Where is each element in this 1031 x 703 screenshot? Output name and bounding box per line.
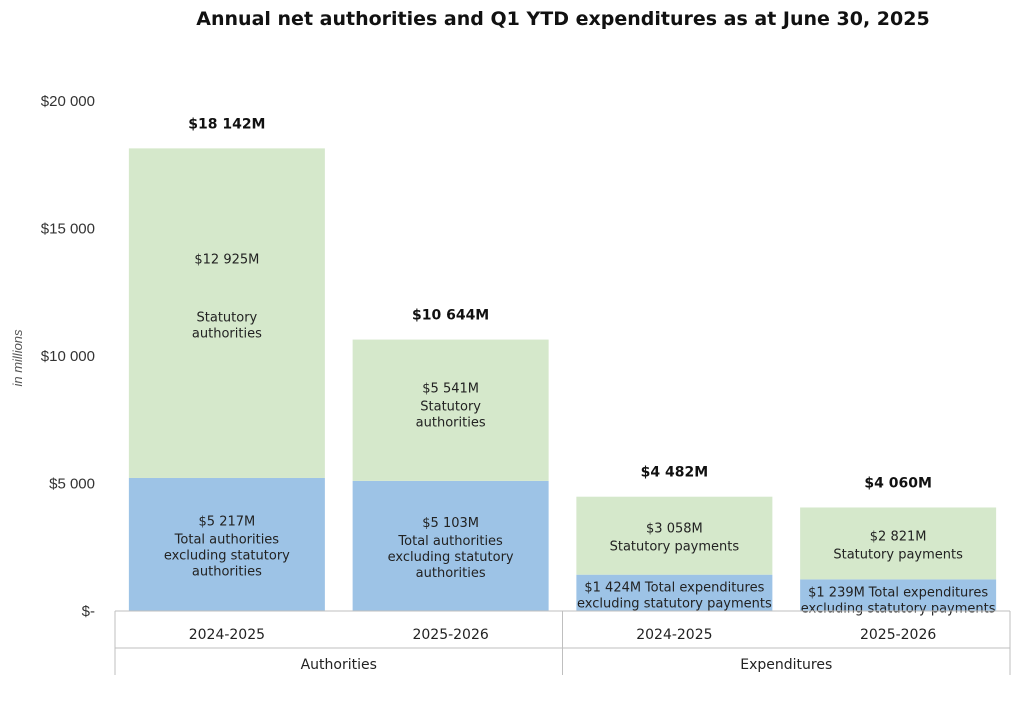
segment-value-label: $5 103M <box>422 516 479 531</box>
x-group-label: Authorities <box>301 657 377 673</box>
bar-total-label: $4 060M <box>864 475 932 491</box>
segment-text-line: authorities <box>192 564 262 579</box>
bar-segment <box>128 477 325 611</box>
bar-segment <box>352 339 549 481</box>
segment-value-label: $1 424M <box>584 581 641 596</box>
bar-total-label: $4 482M <box>641 465 709 481</box>
segment-text-line: Statutory payments <box>833 547 963 562</box>
y-tick-label: $20 000 <box>41 93 95 110</box>
bar-segment <box>576 574 773 611</box>
segment-text-line: Total expenditures <box>868 585 989 600</box>
segment-text-line: Statutory payments <box>610 540 740 555</box>
segment-text-line: authorities <box>416 566 486 581</box>
segment-value-label: $3 058M <box>646 522 703 537</box>
bar-total-label: $10 644M <box>412 308 489 324</box>
segment-text-line: Total authorities <box>397 534 503 549</box>
bar-segment <box>128 148 325 478</box>
y-axis-label: in millions <box>10 329 25 387</box>
y-tick-label: $15 000 <box>41 221 95 238</box>
bar-segment <box>800 507 997 580</box>
bar-segment <box>800 579 997 611</box>
bar-segment <box>576 496 773 575</box>
segment-value-label: $5 541M <box>422 382 479 397</box>
x-category-label: 2024-2025 <box>189 627 265 643</box>
x-category-label: 2025-2026 <box>412 627 488 643</box>
segment-text-line: authorities <box>416 416 486 431</box>
x-category-label: 2024-2025 <box>636 627 712 643</box>
segment-text-line: Total authorities <box>174 532 280 547</box>
segment-value-label: $5 217M <box>199 514 256 529</box>
segment-text-line: Total expenditures <box>644 581 765 596</box>
segment-text-line: excluding statutory payments <box>801 601 996 616</box>
y-tick-label: $- <box>82 603 95 620</box>
segment-value-label: $2 821M <box>870 529 927 544</box>
segment-text-line: excluding statutory <box>388 550 514 565</box>
x-group-label: Expenditures <box>740 657 832 673</box>
segment-value-label: $12 925M <box>194 252 259 267</box>
x-category-label: 2025-2026 <box>860 627 936 643</box>
segment-text-line: Statutory <box>420 400 481 415</box>
bar-total-label: $18 142M <box>188 116 265 132</box>
y-tick-label: $5 000 <box>49 476 95 493</box>
chart-title: Annual net authorities and Q1 YTD expend… <box>196 8 930 30</box>
segment-text-line: authorities <box>192 326 262 341</box>
segment-value-label: $1 239M <box>808 585 865 600</box>
y-tick-label: $10 000 <box>41 348 95 365</box>
segment-text-line: excluding statutory payments <box>577 597 772 612</box>
bar-segment <box>352 480 549 611</box>
segment-text-line: Statutory <box>197 310 258 325</box>
segment-text-line: excluding statutory <box>164 548 290 563</box>
